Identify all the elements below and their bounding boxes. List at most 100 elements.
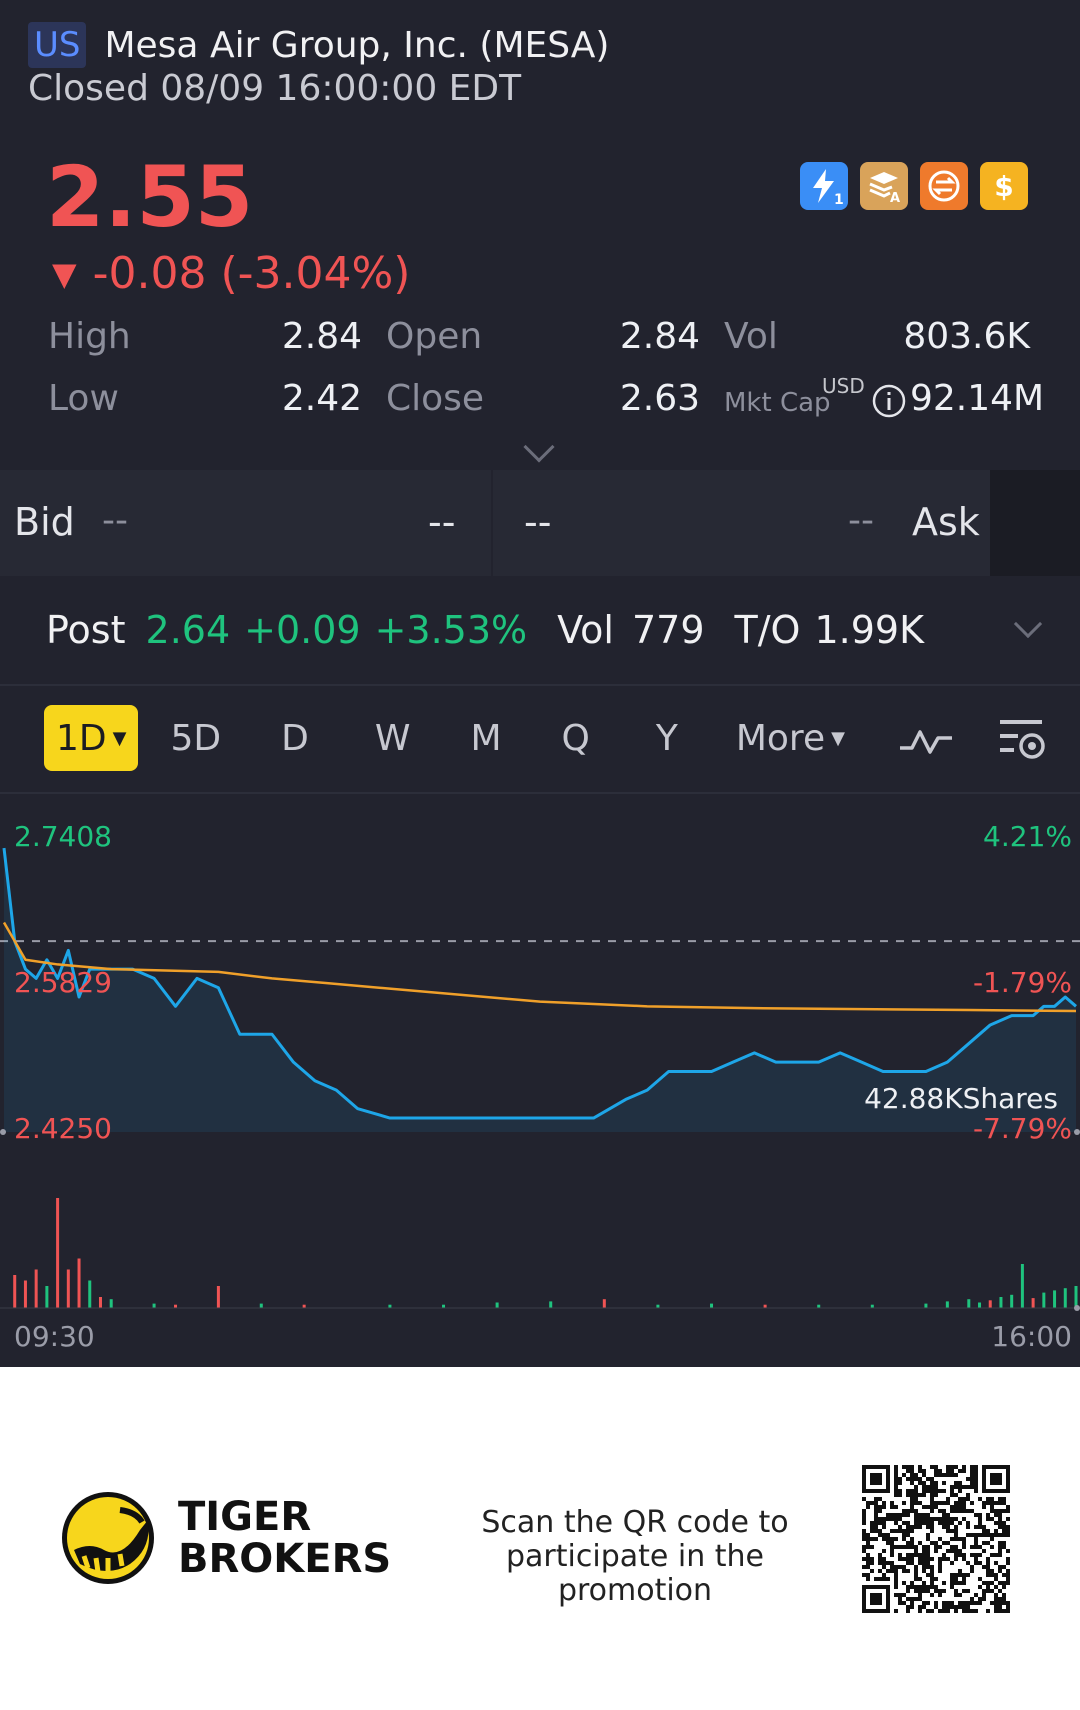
qr-module <box>998 1509 1002 1513</box>
qr-module <box>950 1517 954 1521</box>
tab-d[interactable]: D <box>281 717 309 759</box>
qr-module <box>946 1473 950 1477</box>
brand-line2: BROKERS <box>178 1536 392 1582</box>
tab-q[interactable]: Q <box>561 717 590 759</box>
dollar-icon[interactable]: $ <box>980 162 1028 210</box>
chart-settings-icon[interactable] <box>996 714 1050 768</box>
qr-module <box>906 1585 910 1589</box>
indicator-icon[interactable] <box>898 720 954 764</box>
qr-module <box>974 1473 978 1477</box>
qr-module <box>1006 1601 1010 1605</box>
qr-module <box>974 1513 978 1517</box>
qr-module <box>894 1489 898 1493</box>
qr-code[interactable] <box>862 1465 1010 1613</box>
qr-module <box>978 1545 982 1549</box>
volume-bar <box>66 1269 70 1308</box>
qr-module <box>946 1549 950 1553</box>
qr-module <box>938 1565 942 1569</box>
qr-module <box>946 1525 950 1529</box>
tab-1d[interactable]: 1D ▼ <box>44 705 139 771</box>
qr-module <box>914 1525 918 1529</box>
qr-module <box>974 1533 978 1537</box>
qr-module <box>974 1525 978 1529</box>
qr-module <box>906 1609 910 1613</box>
qr-module <box>966 1509 970 1513</box>
qr-module <box>954 1525 958 1529</box>
qr-module <box>878 1557 882 1561</box>
qr-module <box>926 1589 930 1593</box>
qr-module <box>894 1485 898 1489</box>
swap-arrows-icon[interactable] <box>920 162 968 210</box>
qr-module <box>966 1477 970 1481</box>
qr-module <box>918 1513 922 1517</box>
volume-bar <box>1074 1286 1078 1308</box>
qr-module <box>1002 1597 1006 1601</box>
qr-module <box>970 1553 974 1557</box>
qr-module <box>874 1497 878 1501</box>
qr-module <box>998 1521 1002 1525</box>
y-tick-high: 2.7408 <box>14 820 112 853</box>
mktcap-label: Mkt Cap <box>724 388 831 418</box>
qr-module <box>906 1561 910 1565</box>
qr-module <box>958 1481 962 1485</box>
intraday-chart[interactable] <box>0 800 1080 1360</box>
qr-module <box>910 1585 914 1589</box>
qr-module <box>990 1553 994 1557</box>
volume-bar <box>98 1297 102 1308</box>
qr-module <box>906 1533 910 1537</box>
qr-module <box>910 1541 914 1545</box>
lightning-level1-icon[interactable]: 1 <box>800 162 848 210</box>
tab-m[interactable]: M <box>470 717 502 759</box>
post-market-row[interactable]: Post 2.64 +0.09 +3.53% Vol 779 T/O 1.99K <box>46 608 924 652</box>
qr-module <box>954 1509 958 1513</box>
qr-module <box>982 1541 986 1545</box>
qr-module <box>954 1553 958 1557</box>
stack-a-icon[interactable]: A <box>860 162 908 210</box>
qr-module <box>930 1501 934 1505</box>
qr-module <box>970 1465 974 1469</box>
qr-module <box>958 1593 962 1597</box>
qr-module <box>970 1597 974 1601</box>
bid-size: -- <box>428 500 456 544</box>
qr-module <box>978 1577 982 1581</box>
qr-module <box>982 1501 986 1505</box>
qr-module <box>926 1513 930 1517</box>
qr-module <box>878 1505 882 1509</box>
qr-module <box>918 1521 922 1525</box>
qr-module <box>994 1601 998 1605</box>
qr-module <box>974 1561 978 1565</box>
qr-module <box>962 1601 966 1605</box>
qr-module <box>930 1493 934 1497</box>
tab-more[interactable]: More ▼ <box>735 717 845 759</box>
qr-module <box>906 1521 910 1525</box>
qr-module <box>938 1569 942 1573</box>
qr-module <box>994 1529 998 1533</box>
tab-5d[interactable]: 5D <box>170 717 222 759</box>
qr-module <box>998 1609 1002 1613</box>
qr-module <box>894 1577 898 1581</box>
qr-module <box>1002 1581 1006 1585</box>
qr-module <box>950 1581 954 1585</box>
tab-y[interactable]: Y <box>655 717 678 759</box>
qr-module <box>1002 1545 1006 1549</box>
qr-module <box>958 1573 962 1577</box>
qr-module <box>994 1509 998 1513</box>
qr-module <box>994 1577 998 1581</box>
info-icon[interactable] <box>872 384 906 422</box>
qr-module <box>902 1537 906 1541</box>
qr-module <box>950 1577 954 1581</box>
tab-w[interactable]: W <box>374 717 411 759</box>
qr-module <box>906 1469 910 1473</box>
qr-module <box>926 1517 930 1521</box>
qr-module <box>938 1489 942 1493</box>
qr-module <box>890 1513 894 1517</box>
qr-module <box>886 1577 890 1581</box>
qr-module <box>950 1465 954 1469</box>
qr-module <box>954 1505 958 1509</box>
low-value: 2.42 <box>281 378 362 419</box>
qr-module <box>970 1485 974 1489</box>
qr-module <box>890 1505 894 1509</box>
qr-module <box>998 1605 1002 1609</box>
volume-bar <box>56 1198 60 1308</box>
qr-module <box>962 1573 966 1577</box>
